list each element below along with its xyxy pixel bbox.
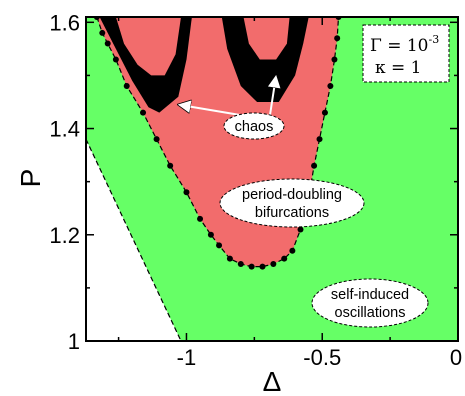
self-induced-oscillations-label: self-induced oscillations: [311, 278, 429, 328]
y-tick-label: 1.6: [49, 10, 80, 35]
chaos-arrows: [178, 75, 276, 116]
boundary-point: [197, 215, 204, 222]
period-doubling-label: period-doubling bifurcations: [219, 178, 365, 228]
kappa-parameter: κ = 1: [375, 58, 422, 78]
boundary-point: [112, 56, 119, 63]
boundary-point: [140, 109, 147, 116]
boundary-point: [123, 83, 130, 90]
boundary-point: [311, 162, 318, 169]
bifurcation-boundary-line: [96, 17, 340, 268]
boundary-point: [331, 56, 338, 63]
svg-text:bifurcations: bifurcations: [255, 205, 329, 221]
chaos-window: [115, 17, 181, 76]
boundary-point: [183, 189, 190, 196]
axis-ticks: [86, 17, 459, 342]
boundary-point: [216, 242, 223, 249]
chaos-label: chaos: [223, 112, 285, 140]
x-tick-label: -1: [177, 345, 197, 370]
boundary-point: [153, 136, 160, 143]
boundary-point: [248, 263, 255, 270]
chaos-arrow: [178, 105, 241, 116]
chaos-window: [243, 17, 290, 60]
y-tick-label: 1.2: [49, 223, 80, 248]
svg-text:oscillations: oscillations: [335, 305, 406, 321]
boundary-point: [289, 247, 296, 254]
boundary-point: [270, 260, 277, 267]
y-tick-label: 1.4: [49, 117, 80, 142]
chaos-arrow: [270, 75, 276, 116]
x-tick-label: 0: [450, 345, 462, 370]
chaos-region: [99, 17, 309, 113]
x-axis-label: Δ: [263, 366, 282, 396]
boundary-point: [281, 255, 288, 262]
svg-text:self-induced: self-induced: [331, 287, 409, 303]
y-axis-label: P: [15, 169, 46, 188]
svg-text:chaos: chaos: [235, 119, 274, 135]
boundary-point: [104, 40, 111, 47]
parameter-box: Γ = 10-3 κ = 1: [362, 24, 450, 83]
boundary-point: [297, 226, 304, 233]
boundary-point: [237, 260, 244, 267]
y-tick-label: 1: [68, 329, 80, 354]
oscillation-boundary-line: [86, 138, 182, 341]
svg-text:period-doubling: period-doubling: [242, 187, 342, 203]
boundary-point: [327, 83, 334, 90]
boundary-point: [207, 231, 214, 238]
plot-frame: [85, 16, 459, 342]
boundary-point: [321, 109, 328, 116]
boundary-point: [99, 29, 106, 36]
boundary-point: [226, 255, 233, 262]
boundary-point: [167, 162, 174, 169]
boundary-point: [316, 136, 323, 143]
boundary-point: [334, 35, 341, 42]
gamma-parameter: Γ = 10-3: [370, 33, 439, 56]
x-tick-label: -0.5: [303, 345, 341, 370]
boundary-point: [259, 263, 266, 270]
